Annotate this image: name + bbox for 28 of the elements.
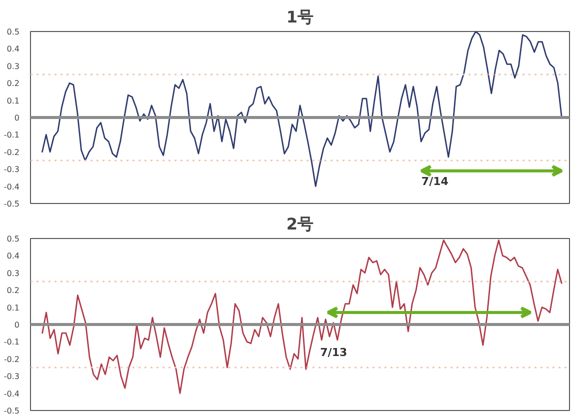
chart-title: 2号 bbox=[286, 214, 314, 234]
y-tick-label: 0 bbox=[14, 114, 20, 122]
y-tick-label: 0.4 bbox=[6, 44, 20, 54]
y-tick-label: -0.1 bbox=[4, 338, 20, 347]
y-tick-label: 0.5 bbox=[6, 28, 20, 36]
y-tick-label: 0.2 bbox=[6, 79, 20, 88]
y-tick-label: 0.3 bbox=[6, 62, 20, 71]
y-tick-label: 0.2 bbox=[6, 286, 20, 296]
y-tick-label: -0.4 bbox=[4, 182, 20, 192]
line-series bbox=[42, 32, 562, 187]
y-tick-label: -0.3 bbox=[4, 372, 20, 382]
y-tick-label: 0.1 bbox=[6, 96, 20, 106]
y-tick-label: 0.4 bbox=[6, 252, 20, 261]
y-tick-label: -0.1 bbox=[4, 130, 20, 140]
annotation: 7/13 bbox=[320, 346, 348, 359]
y-tick-label: 0.3 bbox=[6, 268, 20, 278]
y-tick-label: -0.3 bbox=[4, 165, 20, 174]
y-tick-label: -0.5 bbox=[4, 200, 20, 208]
line-series bbox=[42, 240, 562, 394]
y-tick-label: -0.5 bbox=[4, 406, 20, 415]
y-tick-label: -0.2 bbox=[4, 354, 20, 364]
y-tick-label: 0 bbox=[14, 320, 20, 330]
annotation: 7/14 bbox=[421, 175, 449, 188]
y-tick-label: -0.4 bbox=[4, 389, 20, 398]
y-tick-label: 0.1 bbox=[6, 303, 20, 312]
chart-title: 1号 bbox=[286, 8, 314, 26]
y-tick-label: -0.2 bbox=[4, 148, 20, 157]
y-tick-label: 0.5 bbox=[6, 234, 20, 244]
